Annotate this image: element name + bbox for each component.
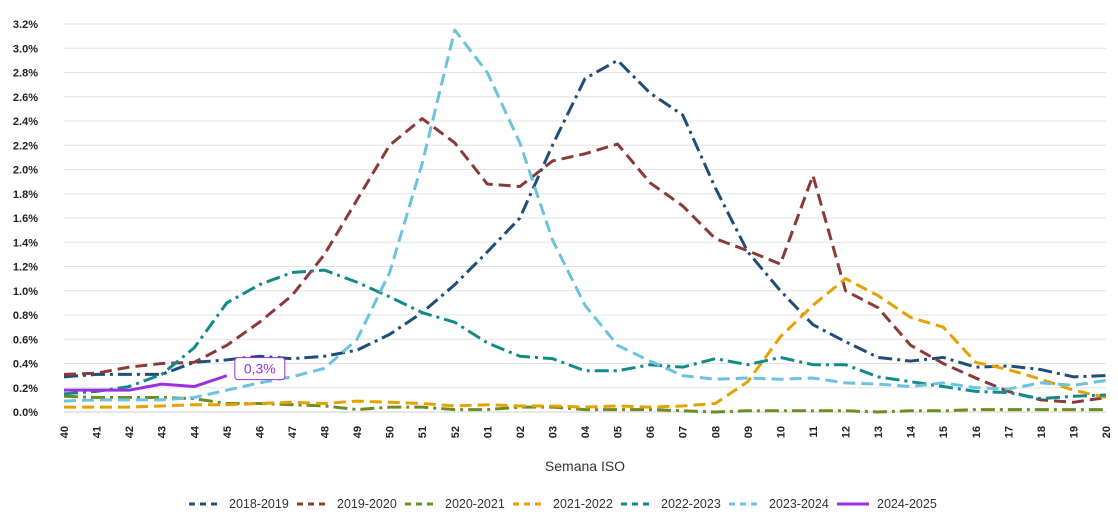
x-tick-label: 48 [320, 426, 332, 438]
y-tick-label: 0.6% [13, 334, 38, 346]
legend-item-2021-2022: 2021-2022 [513, 497, 613, 511]
y-tick-label: 1.4% [13, 237, 38, 249]
legend-item-2024-2025: 2024-2025 [837, 497, 937, 511]
x-tick-label: 49 [352, 426, 364, 438]
legend-item-2020-2021: 2020-2021 [405, 497, 505, 511]
x-tick-label: 15 [938, 426, 950, 438]
legend-label: 2022-2023 [661, 497, 721, 511]
x-tick-label: 10 [775, 426, 787, 438]
y-tick-label: 3.0% [13, 43, 38, 55]
x-tick-label: 40 [59, 426, 71, 438]
x-tick-label: 45 [222, 426, 234, 438]
y-tick-label: 2.2% [13, 140, 38, 152]
x-tick-label: 44 [189, 425, 201, 438]
x-tick-label: 17 [1003, 426, 1015, 438]
y-tick-label: 1.2% [13, 262, 38, 274]
annotation: 0,3% [234, 357, 286, 381]
y-tick-label: 0.0% [13, 407, 38, 419]
y-tick-label: 2.4% [13, 116, 38, 128]
x-tick-label: 13 [873, 426, 885, 438]
series-line-2020-2021 [63, 394, 1106, 414]
legend-label: 2018-2019 [229, 497, 289, 511]
x-tick-label: 11 [808, 426, 820, 438]
x-axis-title: Semana ISO [545, 458, 625, 474]
x-tick-label: 18 [1036, 426, 1048, 438]
series-line-2021-2022 [64, 277, 1107, 409]
x-tick-label: 19 [1068, 426, 1080, 438]
x-tick-label: 06 [645, 426, 657, 438]
series-line-2019-2020 [63, 117, 1107, 404]
x-tick-label: 46 [254, 426, 266, 438]
legend-label: 2021-2022 [553, 497, 613, 511]
x-tick-label: 07 [678, 426, 690, 438]
legend-item-2023-2024: 2023-2024 [729, 497, 829, 511]
y-axis-ticks: 0.0% 0.2% 0.4% 0.6% 0.8% 1.0% 1.2% 1.4% 1.6% 1.8%… [13, 19, 38, 419]
x-tick-label: 01 [482, 426, 494, 438]
x-tick-label: 12 [841, 426, 853, 438]
legend-label: 2019-2020 [337, 497, 397, 511]
x-tick-label: 09 [743, 426, 755, 438]
x-tick-label: 03 [547, 426, 559, 438]
legend-item-2019-2020: 2019-2020 [297, 497, 397, 511]
legend-item-2018-2019: 2018-2019 [189, 497, 289, 511]
y-tick-label: 2.0% [13, 165, 38, 177]
x-tick-label: 42 [124, 426, 136, 438]
x-tick-label: 05 [613, 426, 625, 438]
y-tick-label: 1.8% [13, 189, 38, 201]
x-tick-label: 20 [1101, 426, 1113, 438]
legend-label: 2023-2024 [769, 497, 829, 511]
gridlines [64, 23, 1106, 413]
y-tick-label: 1.6% [13, 213, 38, 225]
y-tick-label: 0.8% [13, 310, 38, 322]
x-axis-ticks: 40 41 42 43 44 45 46 47 48 49 50 51 52 01 02 03 04 05 06 07… [59, 425, 1113, 438]
series-line-2024-2025 [64, 374, 228, 392]
y-tick-label: 2.6% [13, 92, 38, 104]
legend-label: 2024-2025 [877, 497, 937, 511]
y-tick-label: 0.4% [13, 359, 38, 371]
legend-item-2022-2023: 2022-2023 [621, 497, 721, 511]
legend: 2018-2019 2019-2020 2020-2021 2021-2022 2022… [189, 497, 937, 511]
x-tick-label: 16 [971, 426, 983, 438]
x-tick-label: 04 [580, 425, 592, 438]
x-tick-label: 41 [92, 426, 104, 438]
y-tick-label: 2.8% [13, 68, 38, 80]
series-lines [63, 28, 1107, 414]
y-tick-label: 3.2% [13, 19, 38, 31]
x-tick-label: 47 [287, 426, 299, 438]
legend-label: 2020-2021 [445, 497, 505, 511]
series-line-2022-2023 [63, 268, 1107, 401]
y-tick-label: 0.2% [13, 383, 38, 395]
x-tick-label: 08 [710, 426, 722, 438]
x-tick-label: 50 [385, 426, 397, 438]
series-line-2023-2024 [63, 28, 1107, 403]
x-tick-label: 51 [417, 426, 429, 438]
x-tick-label: 14 [906, 425, 918, 438]
series-line-2018-2019 [63, 58, 1107, 379]
x-tick-label: 02 [515, 426, 527, 438]
x-tick-label: 52 [450, 426, 462, 438]
annotation-label: 0,3% [244, 361, 276, 377]
x-tick-label: 43 [157, 426, 169, 438]
annotation-box [234, 357, 286, 381]
y-tick-label: 1.0% [13, 286, 38, 298]
